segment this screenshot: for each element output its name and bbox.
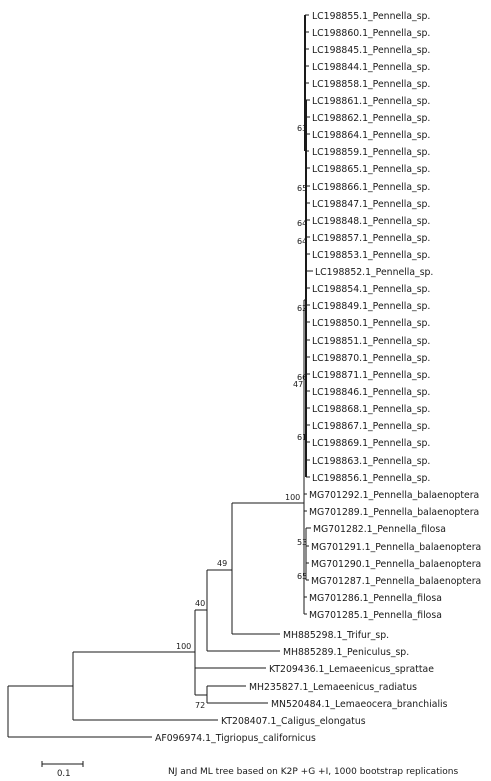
taxon-label: LC198871.1_Pennella_sp. <box>312 370 430 381</box>
bootstrap-value: 64 <box>297 219 307 228</box>
bootstrap-value: 63 <box>297 124 307 133</box>
taxon-label: LC198868.1_Pennella_sp. <box>312 404 430 415</box>
taxon-label: LC198870.1_Pennella_sp. <box>312 353 430 364</box>
taxon-label: LC198849.1_Pennella_sp. <box>312 301 430 312</box>
bootstrap-value: 100 <box>285 493 300 502</box>
taxon-label: LC198848.1_Pennella_sp. <box>312 216 430 227</box>
taxon-label: MH235827.1_Lemaeenicus_radiatus <box>249 682 417 693</box>
taxon-label: LC198854.1_Pennella_sp. <box>312 284 430 295</box>
taxon-label: LC198864.1_Pennella_sp. <box>312 130 430 141</box>
taxon-label: LC198862.1_Pennella_sp. <box>312 113 430 124</box>
taxon-label: LC198869.1_Pennella_sp. <box>312 438 430 449</box>
taxon-label: LC198859.1_Pennella_sp. <box>312 147 430 158</box>
bootstrap-value: 72 <box>195 701 205 710</box>
bootstrap-value: 49 <box>217 559 227 568</box>
taxon-label: LC198853.1_Pennella_sp. <box>312 250 430 261</box>
bootstrap-value: 100 <box>176 642 191 651</box>
bootstrap-value: 65 <box>297 572 307 581</box>
taxon-label: LC198861.1_Pennella_sp. <box>312 96 430 107</box>
bootstrap-value: 65 <box>297 184 307 193</box>
scale-bar-label: 0.1 <box>57 769 71 779</box>
taxon-label: AF096974.1_Tigriopus_californicus <box>155 733 316 744</box>
taxon-label: LC198856.1_Pennella_sp. <box>312 473 430 484</box>
taxon-label: LC198863.1_Pennella_sp. <box>312 456 430 467</box>
taxon-label: MG701289.1_Pennella_balaenoptera <box>309 507 479 518</box>
taxon-label: KT209436.1_Lemaeenicus_sprattae <box>269 664 434 675</box>
taxon-label: LC198855.1_Pennella_sp. <box>312 11 430 22</box>
taxon-label: LC198847.1_Pennella_sp. <box>312 199 430 210</box>
taxon-label: LC198858.1_Pennella_sp. <box>312 79 430 90</box>
scale-bar: 0.1 <box>41 761 84 779</box>
taxon-label: MG701287.1_Pennella_balaenoptera <box>311 576 481 587</box>
bootstrap-value: 66 <box>297 373 307 382</box>
taxon-label: LC198860.1_Pennella_sp. <box>312 28 430 39</box>
taxon-label: LC198865.1_Pennella_sp. <box>312 164 430 175</box>
taxon-label: MG701290.1_Pennella_balaenoptera <box>311 559 481 570</box>
bootstrap-value: 64 <box>297 237 307 246</box>
bootstrap-value: 40 <box>195 599 205 608</box>
tree-branches <box>7 14 313 738</box>
taxon-label: LC198867.1_Pennella_sp. <box>312 421 430 432</box>
taxon-label: MG701291.1_Pennella_balaenoptera <box>311 542 481 553</box>
taxon-label: MH885289.1_Peniculus_sp. <box>283 647 409 658</box>
taxon-label: LC198866.1_Pennella_sp. <box>312 182 430 193</box>
tree-caption: NJ and ML tree based on K2P +G +I, 1000 … <box>168 767 458 777</box>
taxon-label: LC198844.1_Pennella_sp. <box>312 62 430 73</box>
taxon-label: MG701286.1_Pennella_filosa <box>309 593 442 604</box>
taxon-labels: LC198855.1_Pennella_sp. LC198860.1_Penne… <box>155 11 481 744</box>
taxon-label: LC198846.1_Pennella_sp. <box>312 387 430 398</box>
taxon-label: KT208407.1_Caligus_elongatus <box>221 716 366 727</box>
bootstrap-value: 47 <box>293 380 303 389</box>
taxon-label: MG701282.1_Pennella_filosa <box>313 524 446 535</box>
taxon-label: LC198857.1_Pennella_sp. <box>312 233 430 244</box>
taxon-label: LC198852.1_Pennella_sp. <box>315 267 433 278</box>
bootstrap-values: 63 65 64 64 62 66 47 61 100 53 65 49 40 … <box>176 124 307 710</box>
taxon-label: MG701285.1_Pennella_filosa <box>309 610 442 621</box>
taxon-label: MH885298.1_Trifur_sp. <box>283 630 389 641</box>
bootstrap-value: 62 <box>297 304 307 313</box>
taxon-label: MG701292.1_Pennella_balaenoptera <box>309 490 479 501</box>
taxon-label: LC198845.1_Pennella_sp. <box>312 45 430 56</box>
bootstrap-value: 61 <box>297 433 307 442</box>
taxon-label: LC198850.1_Pennella_sp. <box>312 318 430 329</box>
taxon-label: LC198851.1_Pennella_sp. <box>312 336 430 347</box>
taxon-label: MN520484.1_Lemaeocera_branchialis <box>271 699 448 710</box>
bootstrap-value: 53 <box>297 538 307 547</box>
